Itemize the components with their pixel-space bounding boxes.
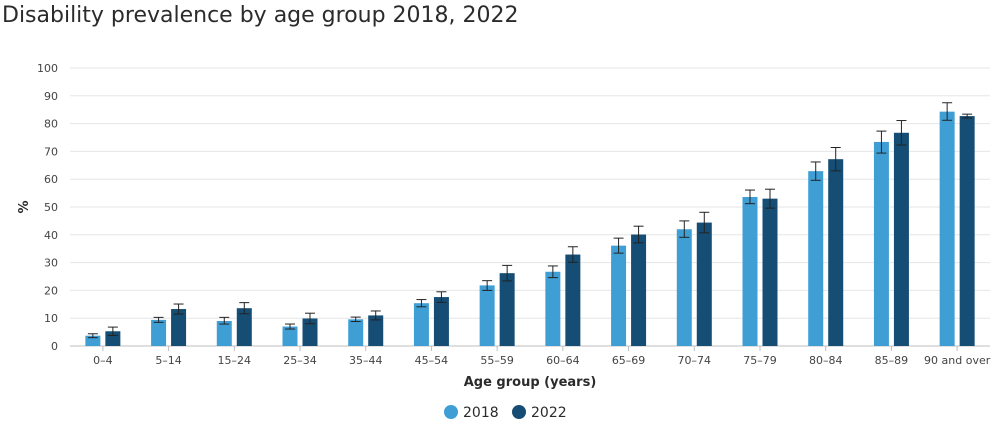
bar-2018 (611, 245, 627, 346)
x-tick-label: 60–64 (546, 354, 580, 367)
y-tick-label: 70 (44, 145, 58, 158)
x-tick-label: 85–89 (875, 354, 909, 367)
legend-label-2022[interactable]: 2022 (531, 405, 567, 421)
y-tick-label: 100 (37, 62, 58, 75)
bar-2022 (499, 273, 515, 346)
y-tick-label: 0 (51, 340, 58, 353)
bar-2018 (808, 171, 824, 346)
bar-2018 (348, 319, 364, 346)
bar-2018 (479, 285, 495, 346)
bar-2018 (216, 320, 232, 346)
bar-2022 (302, 318, 318, 346)
y-tick-label: 80 (44, 118, 58, 131)
y-tick-label: 60 (44, 173, 58, 186)
x-tick-label: 70–74 (678, 354, 712, 367)
bar-2022 (631, 234, 647, 346)
x-tick-label: 25–34 (283, 354, 317, 367)
bar-2018 (85, 335, 101, 346)
bar-2018 (151, 319, 167, 346)
y-tick-label: 90 (44, 90, 58, 103)
x-tick-label: 90 and over (924, 354, 991, 367)
bar-2022 (565, 254, 581, 346)
bar-2022 (236, 308, 252, 346)
y-axis-label: % (17, 200, 32, 213)
bar-2018 (676, 229, 692, 346)
legend-marker-2022[interactable] (512, 405, 526, 419)
x-tick-label: 65–69 (612, 354, 646, 367)
bar-2018 (282, 326, 298, 346)
x-tick-label: 80–84 (809, 354, 843, 367)
x-tick-label: 55–59 (480, 354, 514, 367)
bar-2022 (368, 315, 384, 346)
x-tick-label: 35–44 (349, 354, 383, 367)
bar-2022 (893, 132, 909, 346)
x-tick-label: 45–54 (415, 354, 449, 367)
bar-2018 (545, 271, 561, 346)
y-tick-label: 20 (44, 284, 58, 297)
x-tick-label: 75–79 (743, 354, 777, 367)
y-tick-label: 40 (44, 229, 58, 242)
bar-2022 (959, 116, 975, 347)
bar-2018 (873, 141, 889, 346)
bar-2022 (762, 198, 778, 346)
x-tick-label: 15–24 (218, 354, 252, 367)
y-tick-label: 50 (44, 201, 58, 214)
bar-2022 (828, 159, 844, 346)
bar-2018 (742, 196, 758, 346)
bar-2018 (413, 303, 429, 346)
bar-2022 (696, 222, 712, 346)
bar-2018 (939, 111, 955, 347)
legend-marker-2018[interactable] (444, 405, 458, 419)
x-tick-label: 0–4 (93, 354, 113, 367)
y-tick-label: 10 (44, 312, 58, 325)
bar-2022 (433, 297, 449, 346)
y-tick-label: 30 (44, 257, 58, 270)
bar-2022 (171, 309, 187, 346)
x-tick-label: 5–14 (155, 354, 182, 367)
x-axis-label: Age group (years) (464, 375, 597, 390)
legend-label-2018[interactable]: 2018 (463, 405, 499, 421)
chart-title: Disability prevalence by age group 2018,… (2, 3, 519, 28)
